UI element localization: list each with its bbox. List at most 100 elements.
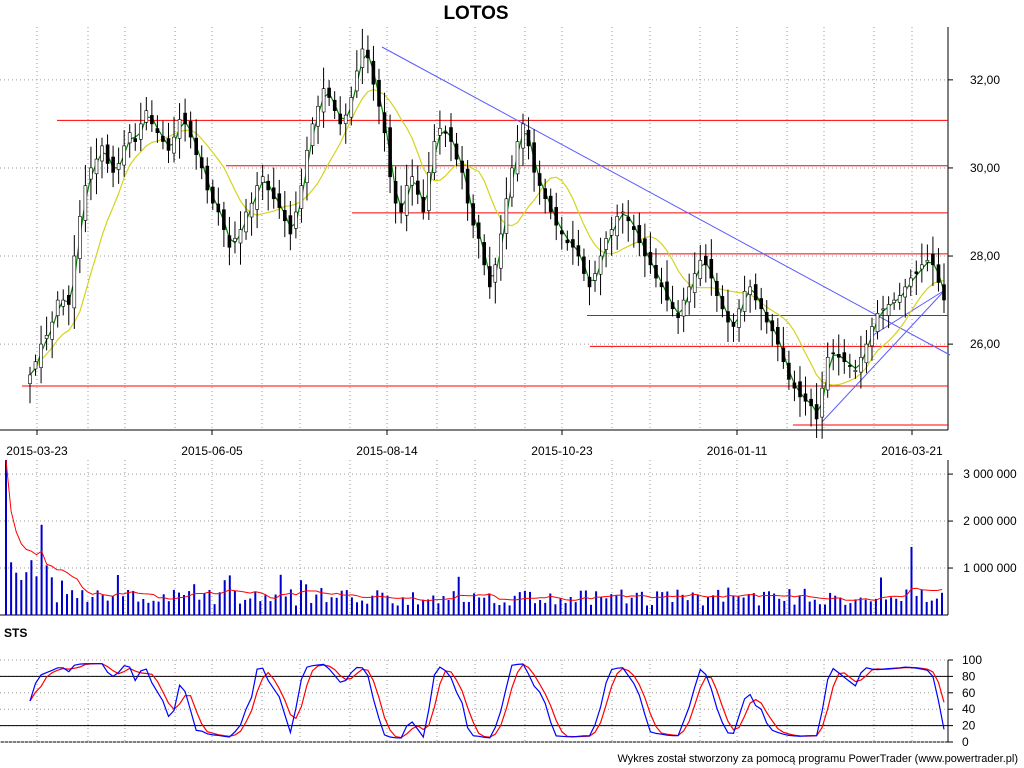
- short-moving-average-line: [29, 52, 945, 414]
- volume-bar: [371, 595, 374, 615]
- volume-bar: [625, 603, 628, 615]
- volume-bar: [61, 580, 63, 615]
- price-candle: [859, 356, 863, 373]
- volume-bar: [732, 595, 735, 615]
- volume-bar: [386, 595, 389, 615]
- price-candle: [476, 222, 481, 239]
- volume-bar: [900, 601, 903, 615]
- volume-bar: [66, 594, 68, 615]
- price-candle: [465, 168, 470, 204]
- volume-bar: [798, 596, 801, 615]
- price-candle: [199, 157, 204, 169]
- price-candle: [609, 229, 614, 236]
- volume-bar: [381, 592, 384, 615]
- volume-bar: [15, 572, 18, 615]
- volume-bar: [569, 597, 572, 615]
- volume-bar: [437, 603, 440, 615]
- volume-bar: [935, 598, 938, 615]
- price-candle: [72, 255, 77, 309]
- price-candle: [654, 264, 658, 279]
- sts-tick-label: 100: [962, 653, 982, 667]
- volume-bar: [40, 524, 43, 615]
- price-candle: [94, 158, 99, 175]
- volume-bar: [885, 599, 887, 615]
- price-candles: [28, 28, 946, 439]
- price-candle: [626, 216, 631, 222]
- volume-bar: [874, 598, 877, 615]
- volume-bar: [366, 603, 369, 615]
- volume-bar: [320, 588, 323, 615]
- volume-bar: [406, 604, 409, 615]
- volume-bar: [483, 597, 486, 615]
- price-candle: [127, 132, 132, 144]
- volume-bar: [839, 597, 842, 615]
- price-candle: [726, 311, 730, 323]
- price-candle: [687, 286, 692, 303]
- volume-bar: [640, 591, 643, 615]
- volume-bar: [676, 589, 679, 615]
- price-candle: [775, 326, 780, 345]
- price-candle: [881, 308, 885, 311]
- volume-bar: [457, 576, 460, 615]
- price-candle: [116, 163, 121, 170]
- volume-bar: [915, 595, 918, 615]
- price-candle: [720, 296, 725, 310]
- volume-panel-grid: [0, 460, 949, 616]
- volume-bar: [844, 604, 847, 615]
- price-candle: [354, 70, 359, 92]
- price-candle: [770, 320, 775, 332]
- price-candle: [532, 142, 536, 173]
- price-candle: [144, 110, 149, 123]
- volume-bar: [81, 590, 84, 615]
- volume-bar: [462, 601, 465, 615]
- price-axis: 26,00 28,00 30,00 32,00: [948, 73, 1000, 351]
- volume-bar: [208, 590, 211, 615]
- volume-bar: [824, 604, 826, 615]
- volume-bar: [361, 600, 364, 615]
- volume-bar: [137, 601, 140, 615]
- volume-bar: [493, 603, 496, 615]
- volume-bar: [773, 593, 776, 615]
- date-tick-label: 2015-08-14: [356, 444, 418, 458]
- price-candle: [897, 295, 902, 303]
- price-candle: [903, 286, 908, 298]
- volume-bar: [172, 589, 175, 615]
- volume-bar: [289, 589, 292, 615]
- price-candle: [886, 304, 891, 316]
- price-candle: [83, 185, 88, 221]
- volume-bar: [20, 580, 23, 615]
- price-candle: [449, 127, 453, 142]
- volume-bar: [427, 599, 430, 615]
- sts-axis: 0 20 40 60 80 100: [948, 653, 982, 749]
- price-panel-grid: [0, 27, 949, 431]
- price-candle: [260, 176, 265, 183]
- price-candle: [61, 299, 66, 307]
- price-candle: [936, 264, 941, 283]
- volume-bar: [157, 601, 160, 615]
- price-candle: [919, 264, 924, 270]
- volume-bar: [564, 602, 567, 615]
- price-candle: [792, 382, 797, 389]
- volume-bar: [498, 605, 501, 615]
- date-tick-label: 2015-03-23: [6, 444, 68, 458]
- volume-bar: [788, 589, 791, 615]
- price-candle: [432, 141, 437, 173]
- volume-bar: [869, 601, 872, 615]
- volume-bar: [620, 589, 623, 615]
- volume-bar: [722, 601, 725, 615]
- price-candle: [205, 165, 210, 191]
- volume-bar: [539, 600, 542, 615]
- price-candle: [150, 115, 154, 125]
- price-candle: [460, 160, 464, 173]
- volume-bar: [91, 597, 94, 615]
- price-candle: [305, 150, 309, 184]
- price-candle: [515, 141, 520, 175]
- volume-bar: [228, 575, 231, 615]
- volume-bar: [422, 599, 425, 615]
- volume-bar: [467, 602, 470, 615]
- volume-bar: [925, 602, 928, 615]
- volume-bar: [356, 602, 358, 615]
- price-candle: [631, 226, 636, 230]
- price-candle: [404, 185, 409, 216]
- volume-bar: [188, 591, 191, 615]
